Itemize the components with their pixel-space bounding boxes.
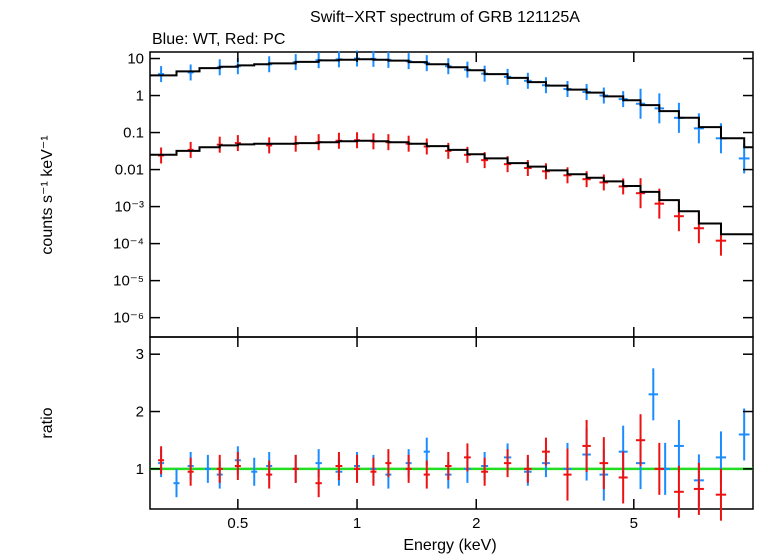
data-point — [266, 460, 273, 489]
data-point — [187, 64, 194, 81]
data-point — [542, 437, 550, 466]
data-point — [481, 457, 489, 486]
data-point — [738, 408, 750, 461]
data-point — [370, 457, 377, 486]
data-point — [266, 137, 273, 154]
y-tick-label: 10⁻⁵ — [113, 273, 144, 290]
data-point — [234, 452, 241, 480]
data-point — [445, 452, 452, 480]
ratio-panel: 1 2 3 0.5 1 2 5 ratio Energy (keV) — [39, 52, 754, 554]
x-axis-label: Energy (keV) — [403, 537, 496, 554]
y-tick-label: 10⁻⁶ — [113, 310, 144, 327]
data-point — [715, 468, 727, 521]
model-step-line — [150, 139, 753, 236]
data-point — [563, 448, 572, 501]
x-tick-label: 0.5 — [227, 515, 248, 532]
data-point — [335, 452, 343, 480]
data-point — [618, 451, 628, 504]
data-point — [503, 449, 512, 478]
data-point — [187, 457, 194, 486]
y-tick-label: 10⁻³ — [114, 199, 144, 216]
data-point — [216, 454, 223, 483]
ratio-x-ticks: 0.5 1 2 5 — [227, 52, 638, 532]
ratio-frame — [149, 336, 754, 510]
spectrum-frame — [149, 51, 754, 338]
data-point — [204, 454, 211, 483]
spectrum-y-label: counts s⁻¹ keV⁻¹ — [39, 135, 56, 254]
data-point — [173, 469, 180, 498]
x-tick-label: 1 — [353, 515, 361, 532]
data-point — [385, 449, 392, 478]
data-point — [738, 143, 750, 174]
y-tick-label: 1 — [136, 461, 144, 478]
data-point — [648, 368, 658, 421]
data-point — [654, 442, 665, 495]
chart-subtitle: Blue: WT, Red: PC — [152, 31, 285, 48]
ratio-y-ticks: 1 2 3 — [136, 346, 753, 478]
data-point — [158, 66, 165, 83]
data-point — [423, 460, 430, 489]
y-tick-label: 0.01 — [115, 162, 144, 179]
data-point — [635, 414, 646, 467]
y-tick-label: 10 — [127, 51, 144, 68]
chart-title: Swift−XRT spectrum of GRB 121125A — [310, 9, 580, 26]
data-point — [693, 462, 704, 515]
y-tick-label: 1 — [136, 88, 144, 105]
ratio-marks — [150, 368, 753, 521]
data-point — [354, 454, 361, 483]
data-point — [524, 454, 532, 483]
data-point — [599, 437, 609, 490]
data-point — [187, 141, 194, 158]
y-tick-label: 3 — [136, 346, 144, 363]
data-point — [405, 454, 412, 483]
data-point — [292, 454, 299, 483]
data-point — [464, 443, 471, 472]
data-point — [674, 465, 684, 518]
y-tick-label: 10⁻⁴ — [113, 236, 144, 253]
data-point — [234, 135, 241, 152]
data-point — [674, 419, 684, 472]
data-point — [582, 419, 591, 472]
model-step-line — [150, 58, 753, 149]
data-point — [158, 446, 165, 475]
y-tick-label: 2 — [136, 404, 144, 421]
x-tick-label: 2 — [472, 515, 480, 532]
ratio-y-label: ratio — [39, 407, 56, 438]
data-point — [315, 469, 322, 498]
x-tick-label: 5 — [630, 515, 638, 532]
data-point — [251, 457, 258, 486]
spectrum-panel: 10 1 0.1 0.01 10⁻³ 10⁻⁴ 10⁻⁵ 10⁻⁶ counts s⁻¹ ke… — [39, 50, 754, 338]
spectrum-marks — [150, 50, 753, 256]
y-tick-label: 0.1 — [123, 125, 144, 142]
data-point — [635, 178, 646, 209]
spectrum-y-ticks: 10 1 0.1 0.01 10⁻³ 10⁻⁴ 10⁻⁵ 10⁻⁶ — [113, 51, 753, 327]
